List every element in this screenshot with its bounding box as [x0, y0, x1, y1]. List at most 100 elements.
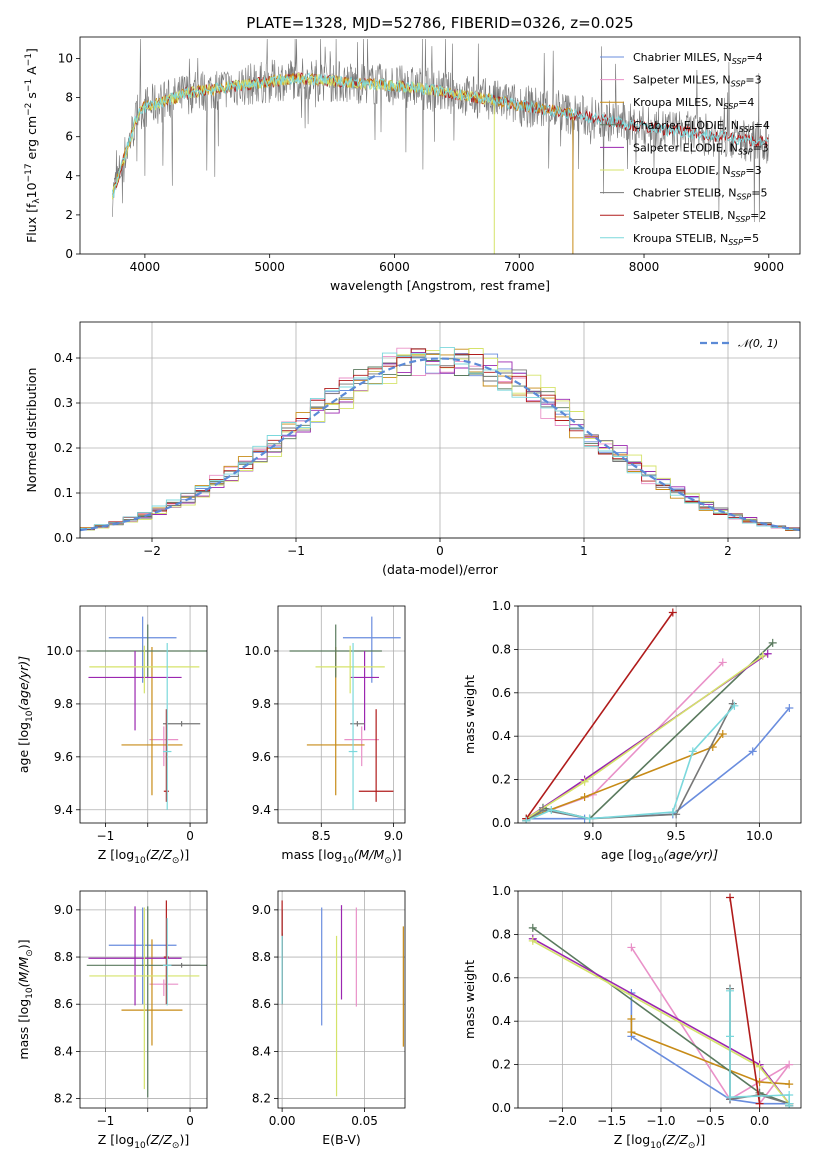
y-tick-label: 0.2	[492, 773, 511, 787]
weight-marker	[730, 701, 739, 710]
y-tick-label: 2	[65, 208, 73, 222]
panel-mass_vs_ebv: 0.00 0.05 8.2 8.4 8.6 8.8 9.0 E(B-V)	[252, 890, 406, 1147]
y-tick-label: 4	[65, 169, 73, 183]
y-axis-label: age [log10(age/yr)]	[16, 656, 35, 773]
y-axis-label: mass [log10(M/M⊙)]	[16, 939, 35, 1059]
normal-curve	[80, 357, 800, 532]
y-tick-label: 8.6	[252, 997, 271, 1011]
weight-marker	[785, 1060, 794, 1069]
y-tick-label: 8.8	[54, 950, 73, 964]
weight-marker	[688, 747, 697, 756]
x-tick-label: −2.0	[548, 1114, 577, 1128]
x-axis-label: Z [log10(Z/Z⊙)]	[614, 1132, 705, 1151]
y-tick-label: 9.4	[252, 803, 271, 817]
weight-marker	[538, 805, 547, 814]
weight-marker	[785, 1090, 794, 1099]
x-tick-label: 4000	[130, 260, 161, 274]
y-axis-label: mass weight	[462, 675, 477, 754]
panel-weight_vs_Z: −2.0 −1.5 −1.0 −0.5 0.0 0.0 0.2 0.4 0.6 0.8 1.0 Z […	[462, 884, 802, 1151]
y-tick-label: 9.8	[252, 697, 271, 711]
x-tick-label: 0	[186, 829, 194, 843]
x-axis-label: mass [log10(M/M⊙)]	[281, 847, 401, 866]
y-tick-label: 1.0	[492, 599, 511, 613]
axes-frame	[517, 605, 802, 824]
y-tick-label: 8	[65, 91, 73, 105]
x-tick-label: −0.5	[696, 1114, 725, 1128]
weight-marker	[785, 1101, 794, 1108]
legend-entry: Salpeter ELODIE, NSSP=3	[633, 141, 769, 156]
legend-entry: Chabrier ELODIE, NSSP=4	[633, 119, 770, 134]
x-tick-label: −2	[143, 544, 161, 558]
y-tick-label: 0.8	[492, 927, 511, 941]
weight-line-kroupa-miles	[526, 733, 724, 820]
residual-histogram	[80, 346, 800, 538]
panel-age_vs_Z: −1 0 9.4 9.6 9.8 10.0 Z [log10(Z/Z⊙)] age [log1…	[16, 605, 208, 866]
weight-marker	[726, 1032, 735, 1041]
weight-line-salpeter-stelib	[729, 897, 761, 1104]
weight-marker	[627, 1028, 636, 1037]
x-tick-label: 8.5	[312, 829, 331, 843]
y-tick-label: 9.6	[54, 750, 73, 764]
y-tick-label: 8.4	[54, 1044, 73, 1058]
legend-entry: Salpeter STELIB, NSSP=2	[633, 209, 766, 224]
weight-marker	[528, 923, 537, 932]
y-tick-label: 0.4	[54, 351, 73, 365]
y-tick-label: 0.3	[54, 396, 73, 410]
weight-marker	[580, 777, 589, 786]
x-axis-label: Z [log10(Z/Z⊙)]	[98, 1132, 189, 1151]
y-tick-label: 8.4	[252, 1044, 271, 1058]
y-tick-label: 0	[65, 247, 73, 261]
weight-marker	[522, 816, 531, 823]
plot-area	[86, 900, 207, 1098]
y-tick-label: 8.2	[252, 1092, 271, 1106]
legend-entry: Chabrier STELIB, NSSP=5	[633, 187, 767, 202]
x-tick-label: −1.5	[597, 1114, 626, 1128]
x-tick-label: −1	[97, 1114, 115, 1128]
axes-frame	[79, 605, 208, 824]
y-tick-label: 0.1	[54, 486, 73, 500]
x-axis-label: age [log10(age/yr)]	[601, 847, 718, 866]
x-tick-label: 7000	[504, 260, 535, 274]
panel-mass_vs_Z: −1 0 8.2 8.4 8.6 8.8 9.0 Z [log10(Z/Z⊙)] mass [l…	[16, 890, 208, 1151]
y-tick-label: 0.6	[492, 971, 511, 985]
x-tick-label: 5000	[254, 260, 285, 274]
weight-line-kroupa-stelib	[525, 705, 735, 822]
panel-weight_vs_age: 9.0 9.5 10.0 0.0 0.2 0.4 0.6 0.8 1.0 age [log10(a…	[462, 599, 802, 866]
legend: 𝒩(0, 1)	[700, 337, 778, 350]
y-tick-label: 0.0	[492, 1101, 511, 1115]
spectrum-line-kroupa-stelib	[111, 72, 769, 198]
weight-marker	[785, 703, 794, 712]
plot-area	[80, 346, 800, 538]
y-tick-label: 0.4	[492, 729, 511, 743]
plot-area	[111, 38, 770, 254]
y-tick-label: 0.4	[492, 1014, 511, 1028]
x-tick-label: 6000	[379, 260, 410, 274]
legend-entry: 𝒩(0, 1)	[738, 337, 778, 350]
y-tick-label: 6	[65, 130, 73, 144]
legend-entry: Kroupa STELIB, NSSP=5	[633, 232, 759, 247]
y-tick-label: 8.6	[54, 997, 73, 1011]
weight-marker	[755, 1099, 764, 1108]
y-axis-label: Flux [fλ10−17 erg cm−2 s−1 A−1]	[24, 48, 42, 243]
x-tick-label: 2	[724, 544, 732, 558]
y-tick-label: 9.0	[252, 903, 271, 917]
y-tick-label: 10.0	[244, 644, 271, 658]
axes-frame	[79, 321, 801, 539]
weight-marker	[627, 943, 636, 952]
y-tick-label: 10.0	[46, 644, 73, 658]
x-tick-label: 0.05	[351, 1114, 378, 1128]
x-tick-label: 9.5	[667, 829, 686, 843]
weight-marker	[726, 893, 735, 902]
y-tick-label: 9.0	[54, 903, 73, 917]
x-tick-label: −1.0	[646, 1114, 675, 1128]
weight-marker	[668, 808, 677, 817]
x-tick-label: 0	[436, 544, 444, 558]
x-axis-label: E(B-V)	[322, 1132, 361, 1147]
weight-marker	[763, 649, 772, 658]
weight-marker	[718, 730, 727, 739]
x-tick-label: 9.0	[384, 829, 403, 843]
weight-line-salpeter-stelib	[525, 612, 674, 820]
weight-marker	[627, 1015, 636, 1024]
